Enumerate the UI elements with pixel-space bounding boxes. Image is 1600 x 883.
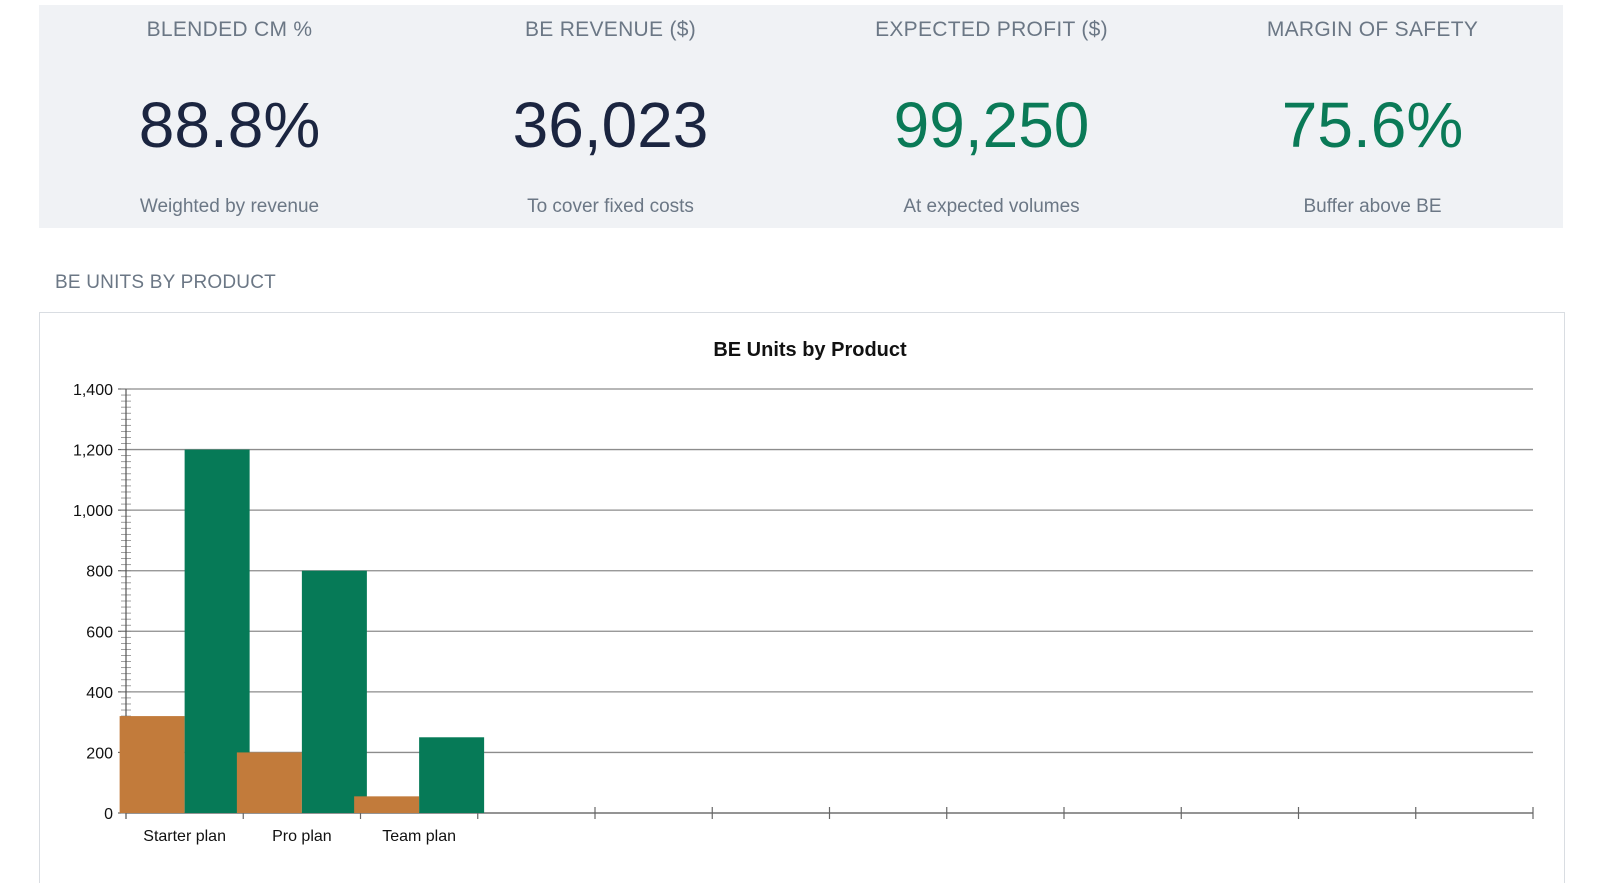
kpi-card-expected-profit: EXPECTED PROFIT ($) 99,250 At expected v… [801,5,1182,228]
kpi-subtitle: To cover fixed costs [527,196,694,217]
kpi-value: 99,250 [893,89,1090,161]
x-tick-label: Pro plan [272,828,332,845]
kpi-subtitle: Buffer above BE [1303,196,1442,217]
y-tick-label: 800 [86,564,113,581]
y-tick-label: 1,400 [73,382,113,399]
y-tick-label: 1,000 [73,503,113,520]
bar-chart: BE Units by Product 0 200 400 600 800 1,000 1,2… [73,339,1534,845]
x-tick-label: Team plan [382,828,456,845]
chart-panel: BE Units by Product 0 200 400 600 800 1,000 1,2… [39,312,1565,883]
bar-series-1 [119,716,185,813]
kpi-card-be-revenue: BE REVENUE ($) 36,023 To cover fixed cos… [420,5,801,228]
kpi-value: 75.6% [1281,89,1464,161]
kpi-label: MARGIN OF SAFETY [1266,18,1479,41]
kpi-band: BLENDED CM % 88.8% Weighted by revenue B… [39,5,1563,228]
y-tick-label: 400 [86,685,113,702]
kpi-label: BE REVENUE ($) [524,18,697,41]
y-tick-label: 200 [86,745,113,762]
chart-title: BE Units by Product [713,339,907,361]
y-tick-label: 1,200 [73,443,113,460]
kpi-label: EXPECTED PROFIT ($) [875,18,1108,41]
section-title: BE UNITS BY PRODUCT [55,272,276,293]
kpi-value: 36,023 [512,89,709,161]
bar-series-1 [236,752,302,813]
kpi-label: BLENDED CM % [146,18,313,41]
y-tick-label: 600 [86,624,113,641]
bar-series-2 [301,570,367,813]
kpi-subtitle: Weighted by revenue [139,196,320,217]
bar-series-1 [354,796,420,813]
kpi-card-blended-cm: BLENDED CM % 88.8% Weighted by revenue [39,5,420,228]
kpi-subtitle: At expected volumes [903,196,1080,217]
x-tick-label: Starter plan [143,828,226,845]
y-tick-label: 0 [104,806,113,823]
bar-series-2 [419,737,485,813]
kpi-value: 88.8% [138,89,321,161]
kpi-card-margin-of-safety: MARGIN OF SAFETY 75.6% Buffer above BE [1182,5,1563,228]
